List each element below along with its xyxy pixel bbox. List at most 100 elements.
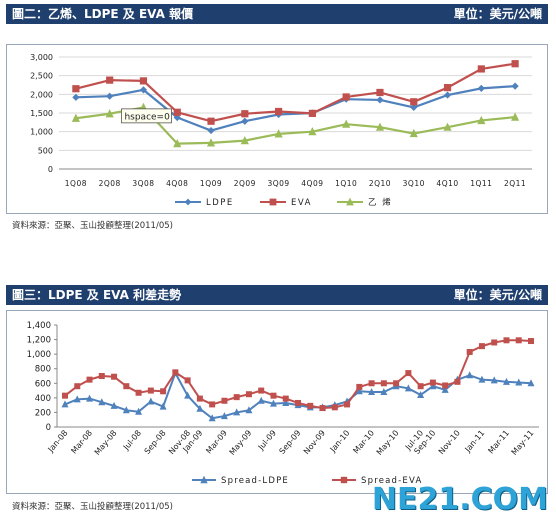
chart2-data-point bbox=[61, 400, 69, 408]
chart1-plot: 0 500 1,000 1,500 2,000 2,500 3,000 1Q08 2Q08 3Q0… bbox=[30, 53, 532, 208]
chart1-xtick-label: 3Q08 bbox=[132, 179, 154, 188]
chart2-data-point bbox=[478, 375, 486, 383]
chart2-xtick-label: Mar-08 bbox=[69, 429, 94, 456]
chart2-xtick-label: Nov-09 bbox=[302, 429, 327, 457]
chart2-data-point bbox=[441, 385, 449, 393]
chart1-data-point bbox=[410, 103, 418, 111]
chart2-data-point bbox=[221, 397, 228, 404]
chart2-data-point bbox=[160, 388, 167, 395]
chart2-data-point bbox=[233, 408, 241, 416]
chart2-data-point bbox=[208, 414, 216, 422]
chart2-xtick-label: Jul-08 bbox=[121, 429, 143, 453]
chart1-data-point bbox=[241, 117, 249, 125]
chart2-data-point bbox=[356, 383, 363, 390]
chart1-data-point bbox=[477, 65, 485, 73]
chart1-ytick-label: 1,000 bbox=[30, 128, 53, 137]
chart2-data-point bbox=[527, 379, 535, 387]
chart2-xtick-label: Mar-09 bbox=[204, 429, 229, 456]
chart1-data-point bbox=[443, 122, 452, 131]
chart2-data-point bbox=[86, 394, 94, 402]
chart1-data-point bbox=[106, 76, 114, 84]
chart1-xtick-label: 2Q08 bbox=[99, 179, 121, 188]
chart1-title: 圖二：乙烯、LDPE 及 EVA 報價 bbox=[12, 7, 194, 21]
chart1-data-point bbox=[443, 84, 452, 92]
chart2-ytick-label: 1,400 bbox=[27, 321, 51, 331]
chart1-data-point bbox=[477, 84, 485, 92]
chart2-xtick-label: Sep-08 bbox=[143, 429, 168, 456]
chart2-data-point bbox=[147, 397, 155, 405]
chart2-data-point bbox=[429, 379, 436, 386]
chart2-data-point bbox=[135, 407, 143, 415]
chart1-unit: 單位：美元/公噸 bbox=[453, 7, 542, 21]
chart1-data-point bbox=[72, 85, 80, 93]
chart2-data-point bbox=[466, 371, 474, 379]
chart2-data-point bbox=[282, 395, 289, 402]
chart1-xtick-label: 1Q08 bbox=[65, 179, 87, 188]
chart2-data-point bbox=[368, 388, 376, 396]
chart1-legend-label: 乙 烯 bbox=[368, 197, 392, 208]
chart2-data-point bbox=[380, 388, 388, 396]
chart2-legend-marker bbox=[340, 476, 348, 484]
chart1-xtick-label: 3Q10 bbox=[403, 179, 425, 188]
chart2-ytick-label: 1,200 bbox=[27, 336, 51, 346]
chart2-ytick-label: 400 bbox=[35, 394, 51, 404]
chart2-data-point bbox=[184, 391, 192, 399]
chart2-data-point bbox=[319, 405, 326, 412]
chart2-data-point bbox=[172, 369, 179, 376]
chart2-xtick-label: Mar-11 bbox=[486, 429, 511, 456]
chart2-data-point bbox=[196, 404, 204, 412]
chart1-data-point bbox=[173, 108, 181, 116]
chart1-frame: 0 500 1,000 1,500 2,000 2,500 3,000 1Q08 2Q08 3Q0… bbox=[6, 44, 548, 214]
chart2-data-point bbox=[220, 412, 228, 420]
chart2-unit: 單位：美元/公噸 bbox=[453, 288, 542, 302]
chart2-data-point bbox=[209, 401, 216, 408]
chart2-data-point bbox=[269, 399, 277, 407]
chart2-data-point bbox=[184, 377, 191, 384]
chart2-data-point bbox=[135, 389, 142, 396]
chart1-tooltip-text: hspace=0 bbox=[124, 112, 170, 122]
chart2-data-point bbox=[490, 376, 498, 384]
chart1-data-point bbox=[72, 93, 80, 101]
chart1-legend-marker bbox=[346, 197, 354, 206]
chart2-data-point bbox=[515, 378, 523, 386]
chart1-ytick-label: 2,500 bbox=[30, 72, 53, 81]
chart2-data-point bbox=[355, 387, 363, 395]
chart1-ytick-label: 1,500 bbox=[30, 109, 53, 118]
chart2-data-point bbox=[245, 391, 252, 398]
chart2-data-point bbox=[417, 383, 424, 390]
chart2-data-point bbox=[282, 398, 290, 406]
chart1-data-point bbox=[207, 126, 215, 135]
chart2-series-line bbox=[64, 339, 532, 410]
chart1-data-point bbox=[443, 91, 452, 99]
chart1-legend-marker bbox=[269, 198, 277, 206]
chart2-data-point bbox=[404, 384, 412, 392]
chart2-data-point bbox=[491, 339, 498, 346]
chart2-data-point bbox=[122, 406, 130, 414]
chart1-xtick-label: 4Q08 bbox=[166, 179, 188, 188]
chart1-data-point bbox=[308, 127, 317, 136]
chart2-legend-marker bbox=[200, 475, 208, 484]
chart2-title: 圖三：LDPE 及 EVA 利差走勢 bbox=[12, 288, 182, 302]
chart2-frame: 0 200 400 600 800 1,000 1,200 1,400 Jan-08 Mar-08… bbox=[6, 310, 548, 494]
chart2-xtick-label: May-09 bbox=[228, 429, 254, 457]
chart2-data-point bbox=[503, 337, 510, 344]
chart1-legend-marker bbox=[184, 198, 192, 206]
chart1-data-point bbox=[376, 96, 384, 104]
chart2-data-point bbox=[147, 387, 154, 394]
chart2-data-point bbox=[270, 392, 277, 399]
chart1-data-point bbox=[477, 115, 486, 125]
chart1-data-point bbox=[139, 77, 148, 85]
chart1-header: 圖二：乙烯、LDPE 及 EVA 報價 單位：美元/公噸 bbox=[6, 4, 548, 24]
chart1-series-line bbox=[75, 85, 516, 132]
chart2-data-point bbox=[307, 402, 314, 409]
chart1-data-point bbox=[71, 113, 80, 122]
chart2-data-point bbox=[478, 343, 485, 350]
chart2-xtick-label: Sep-09 bbox=[278, 429, 303, 456]
chart1-data-point bbox=[241, 110, 249, 118]
chart2-data-point bbox=[257, 396, 265, 404]
chart2-data-point bbox=[245, 406, 253, 414]
chart1-data-point bbox=[342, 93, 350, 101]
chart1-xtick-label: 2Q11 bbox=[504, 179, 526, 188]
chart2-xtick-label: Jul-09 bbox=[256, 429, 278, 453]
chart2-data-point bbox=[502, 377, 510, 385]
